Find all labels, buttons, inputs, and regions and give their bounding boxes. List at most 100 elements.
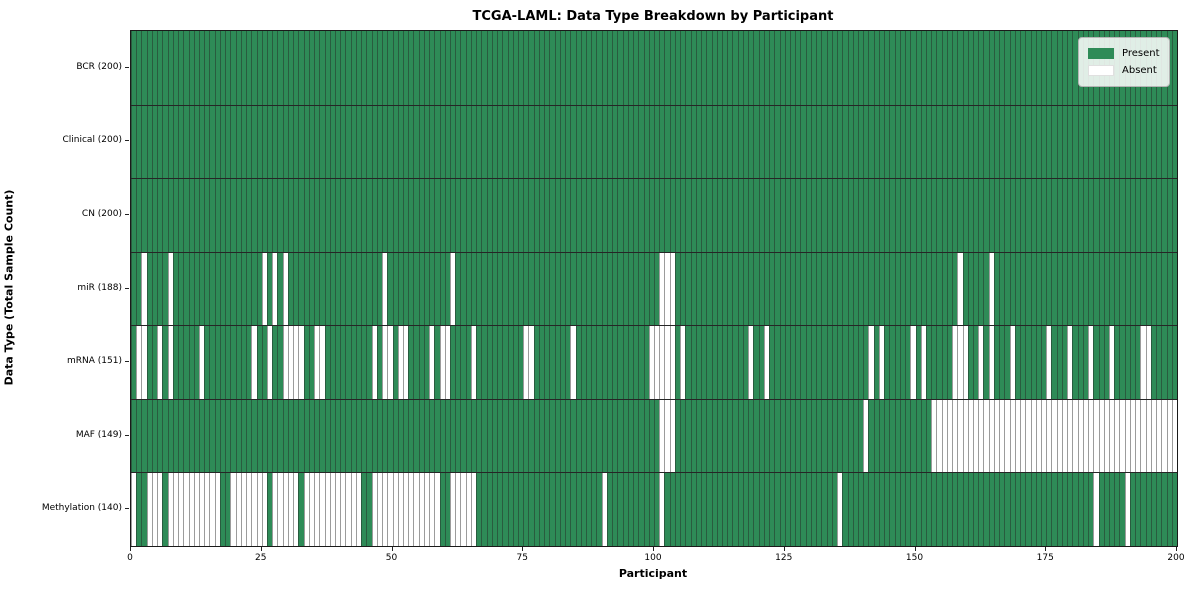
heatmap-cell [805, 105, 812, 179]
heatmap-cell [837, 31, 843, 105]
heatmap-cell [146, 252, 153, 326]
heatmap-cell [1082, 179, 1089, 252]
heatmap-cell [172, 473, 179, 546]
heatmap-cell [941, 179, 948, 252]
heatmap-cell [340, 31, 346, 105]
heatmap-cell [575, 326, 582, 399]
heatmap-cell [753, 399, 760, 473]
heatmap-cell [340, 179, 346, 252]
heatmap-cell [246, 105, 252, 179]
heatmap-cell [769, 179, 775, 252]
heatmap-cell [967, 399, 974, 473]
heatmap-cell [622, 31, 629, 105]
heatmap-cell [256, 399, 263, 473]
heatmap-cell [978, 252, 984, 326]
heatmap-cell [1041, 326, 1047, 399]
heatmap-cell [198, 399, 205, 473]
heatmap-row-mir [131, 251, 1177, 326]
heatmap-cell [559, 105, 566, 179]
heatmap-cell [376, 473, 383, 546]
heatmap-cell [742, 326, 749, 399]
heatmap-cell [695, 399, 702, 473]
heatmap-cell [784, 252, 791, 326]
heatmap-cell [1072, 105, 1079, 179]
heatmap-cell [538, 326, 545, 399]
heatmap-cell [319, 179, 325, 252]
heatmap-cell [387, 326, 393, 399]
heatmap-cell [586, 252, 592, 326]
heatmap-cell [664, 399, 671, 473]
heatmap-cell [570, 252, 577, 326]
heatmap-cell [151, 399, 158, 473]
heatmap-cell [779, 105, 786, 179]
heatmap-cell [591, 105, 597, 179]
heatmap-cell [643, 105, 650, 179]
heatmap-cell [1061, 31, 1068, 105]
heatmap-cell [523, 252, 529, 326]
heatmap-cell [962, 326, 969, 399]
heatmap-cell [737, 252, 744, 326]
heatmap-cell [1046, 399, 1052, 473]
heatmap-cell [941, 252, 948, 326]
x-tick-mark [1176, 547, 1177, 551]
heatmap-cell [612, 105, 618, 179]
heatmap-cell [172, 326, 179, 399]
heatmap-cell [962, 473, 969, 546]
heatmap-cell [1161, 399, 1168, 473]
heatmap-cell [837, 473, 843, 546]
heatmap-cell [617, 105, 624, 179]
heatmap-cell [915, 105, 922, 179]
heatmap-cell [847, 473, 854, 546]
heatmap-cell [591, 473, 597, 546]
heatmap-cell [1140, 179, 1147, 252]
heatmap-cell [329, 326, 336, 399]
heatmap-cell [1025, 399, 1032, 473]
heatmap-cell [429, 179, 435, 252]
heatmap-cell [988, 326, 995, 399]
heatmap-cell [931, 179, 937, 252]
heatmap-cell [1004, 179, 1011, 252]
heatmap-cell [131, 105, 137, 179]
heatmap-cell [1114, 105, 1120, 179]
heatmap-cell [915, 252, 922, 326]
heatmap-cell [899, 473, 906, 546]
heatmap-cell [993, 105, 1000, 179]
heatmap-cell [219, 252, 226, 326]
heatmap-cell [889, 473, 896, 546]
heatmap-cell [303, 105, 310, 179]
heatmap-cell [711, 179, 718, 252]
heatmap-cell [622, 473, 629, 546]
heatmap-cell [491, 473, 498, 546]
heatmap-cell [727, 31, 733, 105]
heatmap-cell [167, 31, 174, 105]
heatmap-cell [685, 179, 692, 252]
heatmap-cell [633, 179, 639, 252]
heatmap-cell [429, 252, 435, 326]
heatmap-cell [408, 399, 414, 473]
heatmap-cell [805, 179, 812, 252]
heatmap-cell [847, 399, 854, 473]
heatmap-cell [622, 399, 629, 473]
heatmap-cell [1129, 399, 1136, 473]
heatmap-cell [868, 31, 875, 105]
heatmap-cell [198, 105, 205, 179]
heatmap-cell [565, 399, 571, 473]
heatmap-cell [402, 473, 409, 546]
heatmap-cell [502, 179, 509, 252]
heatmap-cell [889, 31, 896, 105]
heatmap-cell [1171, 399, 1177, 473]
heatmap-cell [575, 179, 582, 252]
heatmap-cell [465, 399, 472, 473]
heatmap-cell [973, 252, 979, 326]
heatmap-cell [141, 105, 148, 179]
heatmap-cell [507, 399, 514, 473]
heatmap-cell [1056, 399, 1063, 473]
heatmap-cell [188, 105, 195, 179]
heatmap-cell [1030, 399, 1037, 473]
heatmap-cell [591, 326, 597, 399]
heatmap-cell [586, 105, 592, 179]
heatmap-cell [382, 179, 388, 252]
heatmap-cell [596, 31, 603, 105]
heatmap-cell [1030, 105, 1037, 179]
heatmap-cell [518, 252, 524, 326]
